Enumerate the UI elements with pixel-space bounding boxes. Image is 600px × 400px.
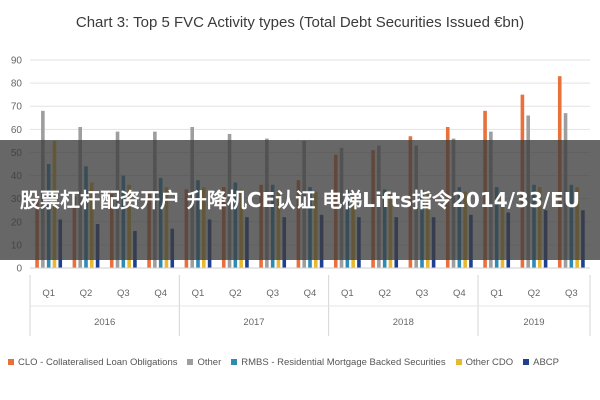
legend-swatch — [187, 359, 194, 365]
legend-swatch — [523, 359, 530, 365]
year-label: 2019 — [523, 317, 544, 328]
x-tick-label: Q3 — [416, 288, 429, 299]
year-label: 2018 — [393, 317, 414, 328]
x-tick-label: Q2 — [80, 288, 93, 299]
legend-item: RMBS - Residential Mortgage Backed Secur… — [231, 356, 446, 368]
chart-title: Chart 3: Top 5 FVC Activity types (Total… — [75, 14, 525, 31]
legend-item: ABCP — [523, 357, 559, 368]
year-label: 2017 — [243, 317, 264, 328]
y-tick-label: 0 — [16, 264, 22, 275]
legend-label: RMBS - Residential Mortgage Backed Secur… — [241, 356, 446, 368]
year-label: 2016 — [94, 317, 115, 328]
x-tick-label: Q4 — [453, 288, 466, 299]
y-tick-label: 60 — [11, 125, 23, 136]
y-tick-label: 90 — [11, 56, 23, 67]
x-tick-label: Q1 — [192, 288, 205, 299]
legend-label: Other CDO — [465, 356, 514, 368]
legend-label: CLO - Collateralised Loan Obligations — [18, 356, 178, 368]
x-tick-label: Q2 — [528, 288, 541, 299]
overlay-text: 股票杠杆配资开户 升降机CE认证 电梯Lifts指令2014/33/EU — [19, 188, 581, 212]
x-tick-label: Q2 — [378, 288, 391, 299]
legend-item: Other CDO — [455, 356, 514, 368]
legend-item: CLO - Collateralised Loan Obligations — [8, 357, 177, 368]
legend-swatch — [231, 359, 238, 365]
x-tick-label: Q1 — [341, 288, 354, 299]
y-tick-label: 70 — [11, 102, 23, 113]
legend: CLO - Collateralised Loan Obligations Oth… — [8, 354, 598, 370]
x-tick-label: Q3 — [117, 288, 130, 299]
x-tick-label: Q1 — [490, 288, 503, 299]
x-tick-label: Q4 — [154, 288, 167, 299]
legend-label: ABCP — [533, 356, 559, 368]
legend-swatch — [455, 359, 462, 365]
legend-swatch — [8, 359, 14, 365]
legend-item: Other — [187, 357, 221, 368]
overlay-banner: 股票杠杆配资开户 升降机CE认证 电梯Lifts指令2014/33/EU — [0, 140, 600, 260]
x-tick-label: Q3 — [565, 288, 578, 299]
x-tick-label: Q4 — [304, 288, 317, 299]
x-tick-label: Q2 — [229, 288, 242, 299]
x-tick-label: Q1 — [42, 288, 55, 299]
y-tick-label: 80 — [11, 79, 23, 90]
legend-label: Other — [197, 356, 222, 368]
x-tick-label: Q3 — [266, 288, 279, 299]
